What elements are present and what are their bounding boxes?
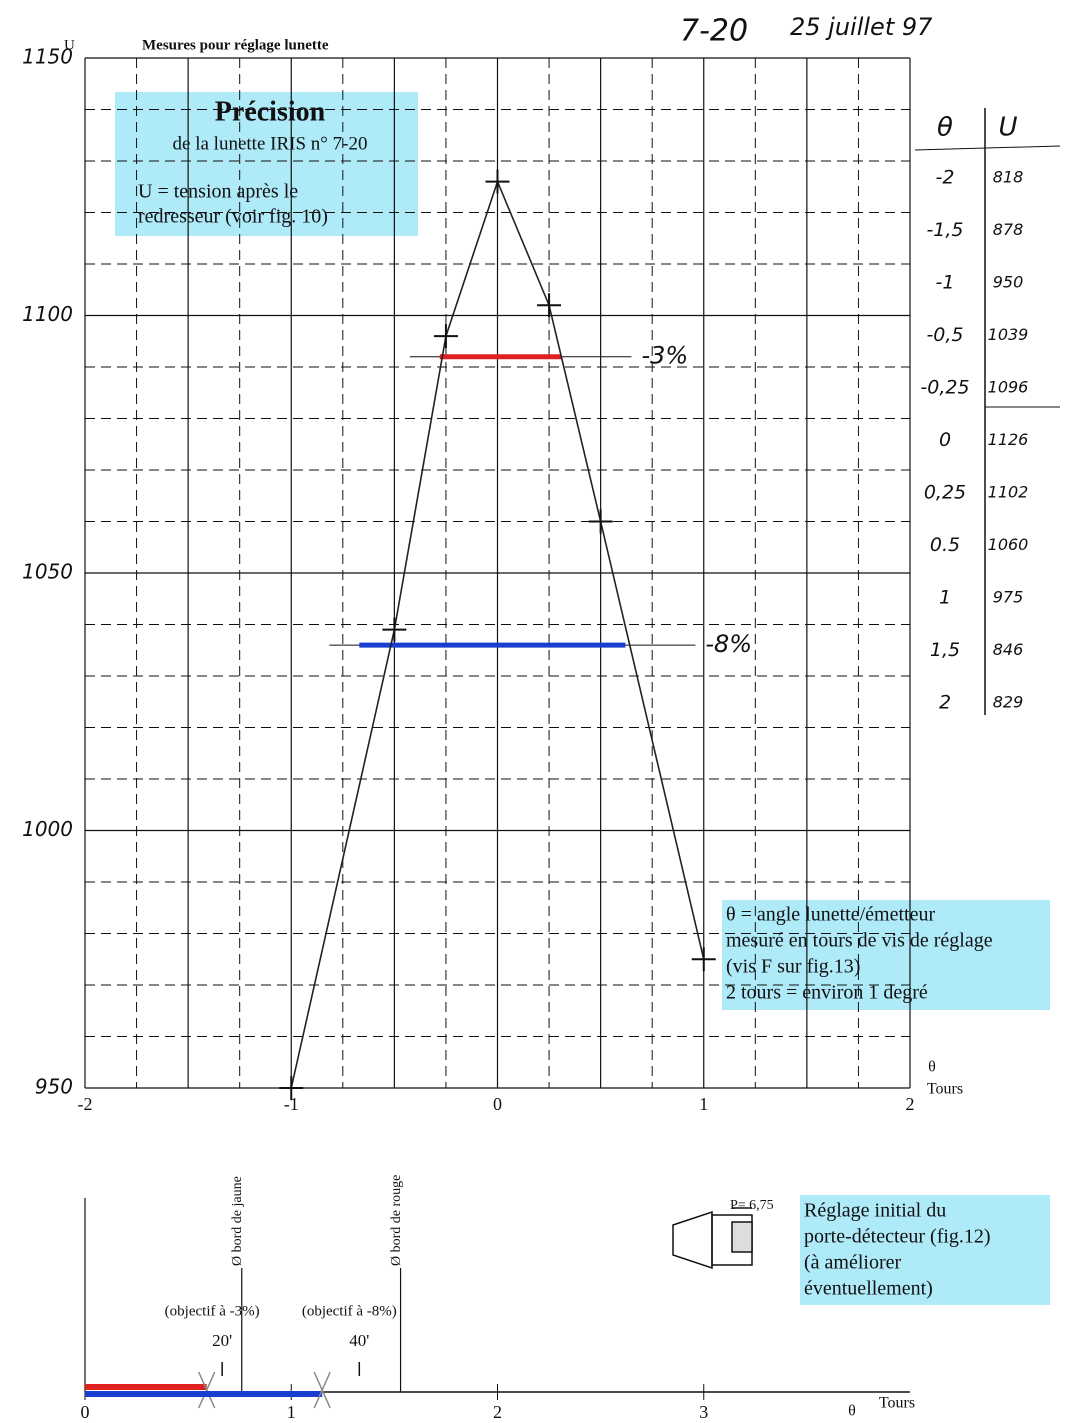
table-cell: 950	[993, 273, 1024, 292]
note-line: (à améliorer	[804, 1252, 901, 1274]
x-tick-label: 0	[81, 1402, 90, 1422]
table-header: U	[998, 113, 1017, 143]
data-point	[691, 947, 716, 972]
table-cell: 0.5	[930, 534, 960, 556]
table-cell: 818	[993, 168, 1024, 187]
note-line: (vis F sur fig.13)	[726, 956, 860, 978]
note-line: Réglage initial du	[804, 1200, 946, 1222]
table-cell: 846	[993, 640, 1024, 659]
objective-label: (objectif à -8%)	[302, 1303, 397, 1319]
data-point	[588, 509, 613, 534]
table-cell: 1039	[988, 325, 1029, 344]
data-point	[485, 169, 510, 194]
date: 25 juillet 97	[790, 13, 933, 41]
y-tick-label: 1050	[22, 560, 73, 584]
note-line: mesuré en tours de vis de réglage	[726, 930, 993, 952]
marker-label: Ø bord de rouge	[389, 1175, 404, 1266]
note-line: de la lunette IRIS n° 7-20	[173, 133, 368, 154]
table-cell: 829	[993, 693, 1024, 712]
note-box	[800, 1195, 1050, 1305]
table-cell: 1	[939, 587, 951, 609]
table-cell: -0,25	[920, 377, 969, 399]
x-axis-unit: Tours	[879, 1395, 915, 1412]
table-cell: 1,5	[930, 639, 960, 661]
cross-mark	[313, 1371, 331, 1409]
y-axis-label: U	[64, 37, 75, 53]
y-tick-label: 1150	[22, 45, 73, 69]
x-tick-label: 1	[287, 1402, 296, 1422]
note-title: Précision	[215, 96, 326, 127]
note-line: éventuellement)	[804, 1278, 933, 1300]
note-line: U = tension après le	[138, 181, 298, 203]
objective-minutes: 20'	[212, 1331, 232, 1350]
data-point	[433, 324, 458, 349]
data-point	[279, 1076, 304, 1100]
table-cell: 0	[939, 429, 951, 451]
y-tick-label: 1100	[22, 302, 73, 326]
marker-label: Ø bord de jaune	[230, 1176, 245, 1266]
objective-minutes: 40'	[349, 1331, 369, 1350]
p-label: P= 6,75	[730, 1198, 774, 1213]
x-axis-label: θ	[928, 1059, 936, 1076]
data-point	[537, 293, 562, 318]
note-line: redresseur (voir fig. 10)	[138, 206, 328, 228]
table-cell: 1102	[988, 483, 1029, 502]
level-label: -8%	[705, 630, 752, 658]
table-cell: 975	[993, 588, 1024, 607]
table-cell: 1060	[988, 535, 1029, 554]
x-tick-label: 2	[906, 1094, 915, 1114]
note-line: porte-détecteur (fig.12)	[804, 1226, 991, 1248]
cross-mark	[198, 1371, 216, 1409]
note-line: 2 tours = environ 1 degré	[726, 982, 928, 1004]
table-cell: -1,5	[926, 219, 963, 241]
x-tick-label: -1	[284, 1094, 299, 1114]
chart-title: Mesures pour réglage lunette	[142, 37, 329, 53]
x-axis-label: θ	[848, 1403, 856, 1420]
table-cell: -2	[936, 167, 955, 189]
y-tick-label: 1000	[22, 817, 73, 841]
ref: 7-20	[680, 14, 748, 49]
table-cell: 1096	[988, 378, 1029, 397]
x-tick-label: 1	[699, 1094, 708, 1114]
table-cell: 2	[939, 692, 951, 714]
objective-label: (objectif à -3%)	[165, 1303, 260, 1319]
table-cell: 878	[993, 220, 1024, 239]
x-tick-label: 0	[493, 1094, 502, 1114]
table-cell: -1	[936, 272, 955, 294]
x-axis-unit: Tours	[927, 1081, 963, 1098]
x-tick-label: -2	[78, 1094, 93, 1114]
note-box	[722, 900, 1050, 1010]
x-tick-label: 2	[493, 1402, 502, 1422]
detector-icon	[672, 1207, 753, 1270]
note-line: θ = angle lunette/émetteur	[726, 904, 935, 926]
y-tick-label: 950	[35, 1075, 73, 1099]
data-point	[382, 617, 407, 642]
table-header: θ	[937, 113, 953, 143]
table-cell: 1126	[988, 430, 1029, 449]
table-rule	[914, 145, 1061, 151]
table-cell: -0,5	[926, 324, 963, 346]
table-cell: 0,25	[924, 482, 966, 504]
level-label: -3%	[641, 342, 688, 370]
x-tick-label: 3	[699, 1402, 708, 1422]
